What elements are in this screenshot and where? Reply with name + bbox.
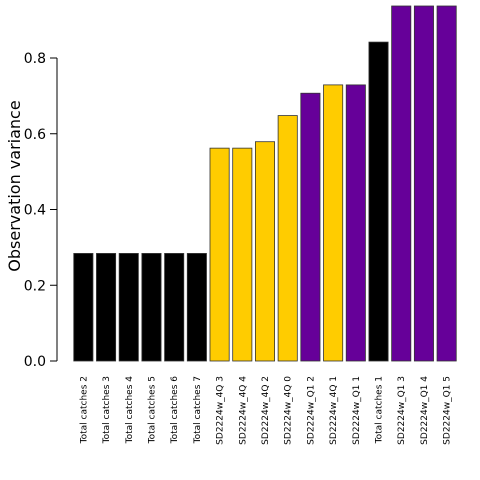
y-tick-label: 0.4 xyxy=(24,203,46,219)
x-tick-label: Total catches 6 xyxy=(170,376,180,445)
x-tick-label: SD2224w_4Q 3 xyxy=(216,376,226,445)
x-tick-label: Total catches 2 xyxy=(79,376,89,444)
x-tick-label: Total catches 3 xyxy=(102,376,112,444)
x-tick-label: SD2224w_Q1 5 xyxy=(443,376,453,445)
x-tick-label: Total catches 4 xyxy=(125,376,135,445)
x-axis-tick-labels: Total catches 2 Total catches 3 Total catc… xyxy=(79,376,452,445)
x-tick-label: SD2224w_Q1 2 xyxy=(306,376,316,445)
bar xyxy=(73,253,94,362)
bar xyxy=(209,147,230,362)
bar xyxy=(277,115,298,362)
y-tick-label: 0.0 xyxy=(24,354,46,370)
x-tick-label: Total catches 1 xyxy=(375,376,385,444)
bar xyxy=(300,92,321,362)
x-tick-label: SD2224w_4Q 1 xyxy=(329,376,339,445)
bars xyxy=(73,5,457,362)
x-tick-label: SD2224w_4Q 4 xyxy=(238,376,248,445)
bar xyxy=(345,84,366,362)
bar xyxy=(141,253,162,362)
bar xyxy=(186,253,207,362)
y-tick-label: 0.2 xyxy=(24,278,46,294)
y-axis: 0.0 0.2 0.4 0.6 0.8 xyxy=(24,51,58,370)
bar xyxy=(232,147,253,362)
bar xyxy=(323,84,344,362)
bar xyxy=(118,253,139,362)
x-tick-label: SD2224w_Q1 3 xyxy=(397,376,407,445)
bar xyxy=(391,5,412,362)
x-tick-label: SD2224w_4Q 0 xyxy=(284,376,294,445)
bar xyxy=(436,5,457,362)
bar xyxy=(254,141,276,362)
y-axis-label: Observation variance xyxy=(5,100,24,271)
bar xyxy=(368,41,389,362)
bar xyxy=(413,5,434,362)
y-tick-label: 0.8 xyxy=(24,51,46,67)
bar xyxy=(96,253,117,362)
x-tick-label: Total catches 7 xyxy=(193,376,203,444)
x-tick-label: Total catches 5 xyxy=(147,376,157,444)
x-tick-label: SD2224w_Q1 4 xyxy=(420,376,430,445)
x-tick-label: SD2224w_4Q 2 xyxy=(261,376,271,445)
y-tick-label: 0.6 xyxy=(24,127,46,143)
x-tick-label: SD2224w_Q1 1 xyxy=(352,376,362,445)
bar xyxy=(164,253,185,362)
